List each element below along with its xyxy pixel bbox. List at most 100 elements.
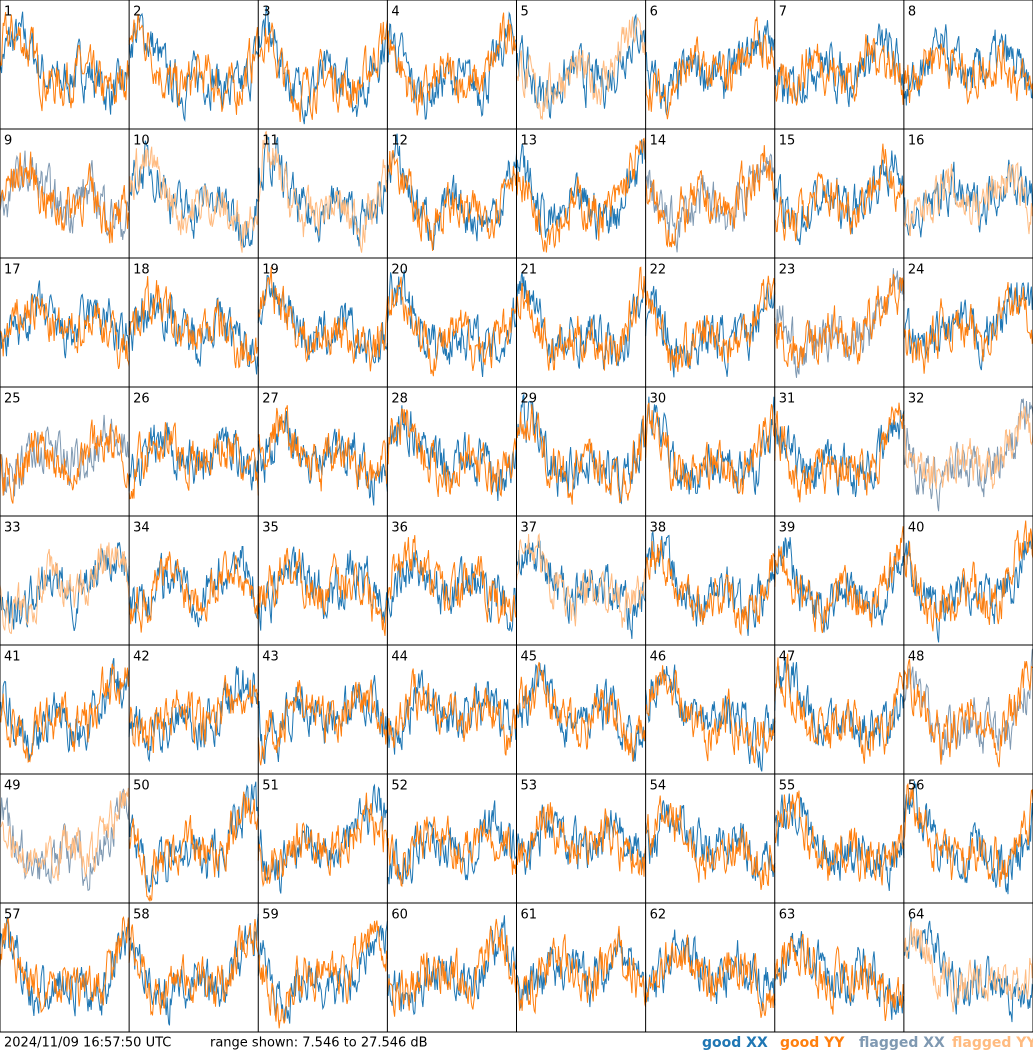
trace	[258, 130, 388, 253]
panel-label: 59	[262, 908, 279, 923]
trace	[516, 137, 647, 253]
trace	[645, 20, 776, 116]
trace	[128, 13, 259, 115]
legend-entry: good YY	[780, 1035, 845, 1051]
panel-label: 63	[779, 908, 796, 923]
panel-label: 31	[779, 392, 796, 407]
panel-label: 29	[521, 392, 538, 407]
panel-label: 60	[391, 908, 408, 923]
trace	[386, 800, 517, 885]
trace	[645, 665, 776, 764]
panel-label: 7	[779, 5, 787, 20]
panel-label: 32	[908, 392, 925, 407]
trace	[0, 787, 130, 881]
trace	[516, 663, 647, 762]
trace	[257, 783, 388, 894]
panel-label: 41	[4, 650, 21, 665]
panel-label: 18	[133, 263, 150, 278]
trace	[0, 419, 130, 504]
panel-label: 43	[262, 650, 279, 665]
trace	[257, 266, 388, 372]
panel-label: 62	[650, 908, 667, 923]
trace	[0, 280, 130, 359]
panel-label: 49	[4, 779, 21, 794]
trace	[128, 422, 259, 492]
panel-label: 15	[779, 134, 796, 149]
trace	[128, 12, 259, 122]
trace	[386, 276, 517, 377]
panel-label: 39	[779, 521, 796, 536]
trace	[386, 550, 517, 633]
panel-label: 46	[650, 650, 667, 665]
panel-label: 35	[262, 521, 279, 536]
trace	[516, 266, 647, 371]
trace	[774, 274, 905, 369]
panel-label: 51	[262, 779, 279, 794]
panel-label: 4	[391, 5, 399, 20]
panel-label: 53	[521, 779, 538, 794]
trace	[516, 13, 647, 119]
panel-label: 56	[908, 779, 925, 794]
trace	[516, 802, 647, 877]
trace	[128, 913, 259, 1026]
trace	[257, 405, 388, 492]
trace	[645, 145, 776, 248]
trace	[128, 550, 259, 633]
panel-label: 42	[133, 650, 150, 665]
panel-label: 19	[262, 263, 279, 278]
trace	[516, 925, 647, 1015]
panel-label: 10	[133, 134, 150, 149]
panel-label: 23	[779, 263, 796, 278]
trace	[386, 815, 517, 888]
trace	[0, 151, 130, 244]
panel-label: 30	[650, 392, 667, 407]
trace	[386, 669, 517, 755]
panel-label: 33	[4, 521, 21, 536]
trace	[903, 782, 1033, 888]
panel-label: 26	[133, 392, 150, 407]
trace	[386, 12, 517, 116]
trace	[128, 422, 259, 500]
panel-label: 22	[650, 263, 667, 278]
panel-label: 21	[521, 263, 538, 278]
trace	[257, 679, 388, 766]
trace	[903, 921, 1033, 1013]
trace	[0, 12, 130, 112]
trace	[257, 274, 388, 364]
trace	[645, 795, 776, 890]
trace	[774, 143, 905, 242]
trace	[386, 149, 517, 251]
trace	[903, 659, 1033, 768]
panel-label: 37	[521, 521, 538, 536]
panel-label: 16	[908, 134, 925, 149]
panel-label: 13	[521, 134, 538, 149]
panel-label: 17	[4, 263, 21, 278]
trace	[774, 653, 905, 764]
trace	[903, 520, 1033, 632]
trace	[903, 24, 1033, 106]
panel-label: 6	[650, 5, 658, 20]
trace	[128, 791, 259, 902]
trace	[257, 20, 388, 123]
panel-label: 8	[908, 5, 916, 20]
trace	[257, 547, 388, 636]
trace	[645, 16, 776, 120]
panel-label: 61	[521, 908, 538, 923]
panel-label: 3	[262, 5, 270, 20]
panel-label: 9	[4, 134, 12, 149]
panel-label: 57	[4, 908, 21, 923]
panel-label: 12	[391, 134, 408, 149]
trace	[774, 790, 905, 886]
panel-label: 48	[908, 650, 925, 665]
trace	[774, 150, 905, 246]
panel-label: 54	[650, 779, 667, 794]
trace	[516, 272, 646, 370]
trace	[645, 664, 776, 772]
trace	[128, 293, 259, 375]
trace	[903, 161, 1033, 237]
panel-label: 47	[779, 650, 796, 665]
trace	[645, 530, 776, 636]
trace	[903, 398, 1033, 512]
legend-entry: good XX	[702, 1035, 768, 1051]
